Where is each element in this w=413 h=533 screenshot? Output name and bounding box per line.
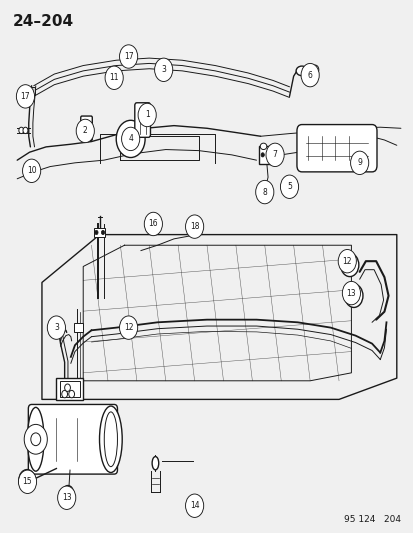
Circle shape: [121, 127, 140, 151]
Circle shape: [62, 486, 73, 499]
FancyBboxPatch shape: [74, 324, 83, 332]
FancyBboxPatch shape: [56, 378, 83, 400]
FancyBboxPatch shape: [25, 87, 34, 95]
Ellipse shape: [152, 457, 158, 470]
Ellipse shape: [27, 407, 44, 471]
FancyBboxPatch shape: [258, 147, 276, 165]
Circle shape: [17, 85, 34, 108]
Circle shape: [101, 230, 104, 235]
Circle shape: [19, 127, 24, 134]
Ellipse shape: [260, 190, 267, 196]
Circle shape: [185, 215, 203, 238]
Circle shape: [116, 120, 145, 158]
Circle shape: [123, 130, 138, 149]
Text: 16: 16: [148, 220, 158, 229]
Circle shape: [119, 45, 138, 68]
Circle shape: [267, 153, 270, 157]
Circle shape: [22, 159, 40, 182]
Circle shape: [24, 424, 47, 454]
FancyBboxPatch shape: [296, 125, 376, 172]
Text: 11: 11: [109, 73, 119, 82]
Circle shape: [271, 153, 274, 157]
Text: 3: 3: [161, 66, 166, 74]
Text: 3: 3: [54, 323, 59, 332]
Circle shape: [337, 249, 356, 273]
Text: 1: 1: [145, 110, 149, 119]
Text: 14: 14: [189, 501, 199, 510]
Circle shape: [65, 489, 70, 496]
Circle shape: [358, 155, 364, 162]
Ellipse shape: [295, 66, 307, 76]
Text: 17: 17: [21, 92, 30, 101]
Circle shape: [64, 384, 70, 391]
Circle shape: [340, 253, 358, 277]
Text: 17: 17: [123, 52, 133, 61]
FancyBboxPatch shape: [94, 228, 105, 237]
Text: 95 124   204: 95 124 204: [343, 515, 400, 524]
Circle shape: [105, 66, 123, 90]
FancyBboxPatch shape: [59, 381, 79, 397]
Text: 7: 7: [272, 150, 277, 159]
Text: 12: 12: [123, 323, 133, 332]
Circle shape: [344, 284, 362, 308]
Circle shape: [300, 63, 318, 87]
Circle shape: [76, 119, 94, 143]
Circle shape: [350, 151, 368, 174]
FancyBboxPatch shape: [81, 116, 92, 141]
Circle shape: [31, 433, 40, 446]
Circle shape: [138, 103, 156, 127]
Text: 5: 5: [286, 182, 291, 191]
Text: 8: 8: [262, 188, 266, 197]
Circle shape: [57, 486, 76, 510]
Text: 9: 9: [356, 158, 361, 167]
Circle shape: [19, 470, 36, 494]
FancyBboxPatch shape: [135, 103, 150, 138]
Text: 2: 2: [83, 126, 88, 135]
Circle shape: [185, 494, 203, 518]
Circle shape: [154, 58, 172, 82]
Circle shape: [266, 143, 283, 166]
Ellipse shape: [99, 406, 122, 472]
FancyBboxPatch shape: [28, 405, 117, 474]
Circle shape: [358, 160, 364, 167]
Text: 10: 10: [27, 166, 36, 175]
Text: 18: 18: [190, 222, 199, 231]
Circle shape: [345, 260, 353, 270]
Text: 13: 13: [62, 493, 71, 502]
Ellipse shape: [260, 143, 266, 150]
Ellipse shape: [104, 412, 117, 467]
Circle shape: [62, 390, 67, 398]
Text: 13: 13: [346, 288, 355, 297]
Text: 12: 12: [342, 257, 351, 265]
Circle shape: [255, 180, 273, 204]
Circle shape: [19, 470, 35, 491]
Circle shape: [261, 153, 264, 157]
Circle shape: [342, 281, 360, 305]
Circle shape: [311, 65, 318, 75]
Text: 6: 6: [307, 70, 312, 79]
Circle shape: [47, 316, 65, 340]
Circle shape: [69, 390, 74, 398]
Circle shape: [119, 316, 138, 340]
Text: 4: 4: [128, 134, 133, 143]
Circle shape: [23, 127, 28, 134]
Text: 15: 15: [23, 478, 32, 486]
Circle shape: [280, 175, 298, 198]
Text: 24–204: 24–204: [13, 14, 74, 29]
Circle shape: [95, 230, 98, 235]
Circle shape: [144, 212, 162, 236]
